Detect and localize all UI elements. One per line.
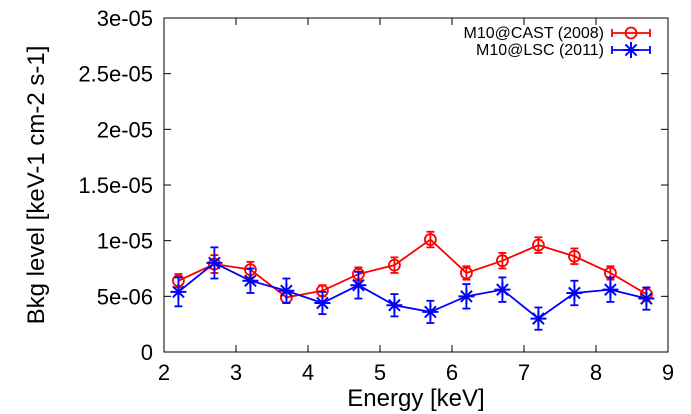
data-point — [458, 288, 475, 305]
data-point — [532, 238, 545, 252]
data-point — [568, 249, 581, 263]
x-tick-label: 6 — [446, 360, 458, 385]
data-point — [530, 310, 547, 327]
x-tick-label: 9 — [662, 360, 674, 385]
x-tick-label: 2 — [158, 360, 170, 385]
legend-item: M10@CAST (2008) — [464, 25, 651, 42]
data-point — [566, 284, 583, 301]
y-tick-label: 1.5e-05 — [78, 173, 153, 198]
data-point — [350, 277, 367, 294]
x-tick-label: 8 — [590, 360, 602, 385]
plot-marks — [170, 230, 655, 331]
legend-marker — [623, 42, 639, 58]
y-tick-label: 2e-05 — [97, 117, 153, 142]
x-tick-label: 4 — [302, 360, 314, 385]
axis-ticks: 2 3 4 5 6 7 8 9 0 5e-06 1e-05 1.5e-05 2e-05 2.5e-05 3e… — [78, 6, 674, 385]
series-1 — [170, 246, 655, 331]
data-point — [638, 290, 655, 307]
error-bar — [462, 265, 471, 281]
y-tick-label: 2.5e-05 — [78, 62, 153, 87]
data-point — [495, 254, 509, 268]
legend-item: M10@LSC (2011) — [476, 42, 651, 59]
data-point — [242, 272, 259, 289]
data-point — [278, 282, 295, 299]
y-tick-label: 0 — [141, 340, 153, 365]
data-point — [602, 281, 619, 298]
data-point — [459, 266, 473, 280]
legend-label: M10@CAST (2008) — [464, 25, 604, 42]
data-point — [314, 295, 331, 312]
data-point — [170, 283, 187, 300]
plot-frame — [163, 17, 669, 353]
data-point — [494, 281, 511, 298]
series-line — [177, 261, 647, 320]
data-point — [387, 258, 401, 272]
legend-marker — [624, 26, 638, 40]
y-tick-label: 3e-05 — [97, 6, 153, 31]
legend: M10@CAST (2008)M10@LSC (2011) — [464, 25, 651, 59]
y-tick-label: 5e-06 — [97, 284, 153, 309]
y-axis-title: Bkg level [keV-1 cm-2 s-1] — [23, 46, 50, 325]
y-tick-label: 1e-05 — [97, 229, 153, 254]
data-point — [386, 297, 403, 314]
data-point — [206, 254, 223, 271]
data-point — [423, 233, 437, 246]
data-point — [422, 303, 439, 320]
legend-label: M10@LSC (2011) — [476, 42, 604, 59]
x-axis-title: Energy [keV] — [347, 385, 484, 412]
x-tick-label: 7 — [518, 360, 530, 385]
legend-swatch — [611, 29, 651, 37]
x-tick-label: 5 — [374, 360, 386, 385]
x-tick-label: 3 — [230, 360, 242, 385]
